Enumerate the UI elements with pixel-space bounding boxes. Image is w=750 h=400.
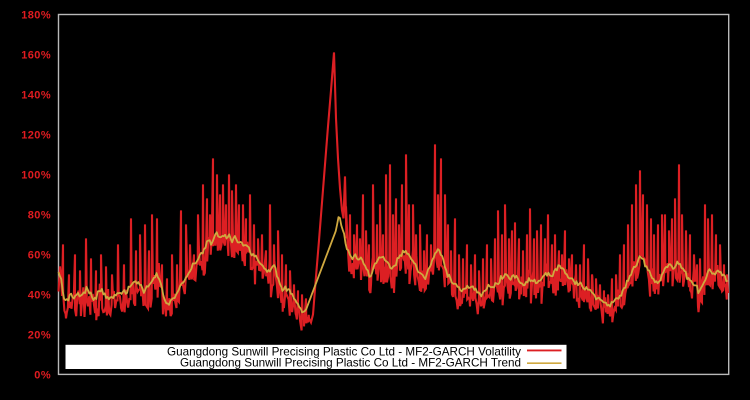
svg-text:80%: 80% xyxy=(28,209,51,221)
svg-text:180%: 180% xyxy=(21,9,51,21)
svg-text:140%: 140% xyxy=(21,89,51,101)
svg-text:Guangdong Sunwill Precising Pl: Guangdong Sunwill Precising Plastic Co L… xyxy=(167,346,521,359)
svg-text:60%: 60% xyxy=(28,249,51,261)
svg-text:0%: 0% xyxy=(34,369,51,381)
svg-text:Guangdong Sunwill Precising Pl: Guangdong Sunwill Precising Plastic Co L… xyxy=(180,356,521,369)
svg-text:160%: 160% xyxy=(21,49,51,61)
svg-text:20%: 20% xyxy=(28,329,51,341)
svg-text:100%: 100% xyxy=(21,169,51,181)
svg-text:120%: 120% xyxy=(21,129,51,141)
svg-text:40%: 40% xyxy=(28,289,51,301)
